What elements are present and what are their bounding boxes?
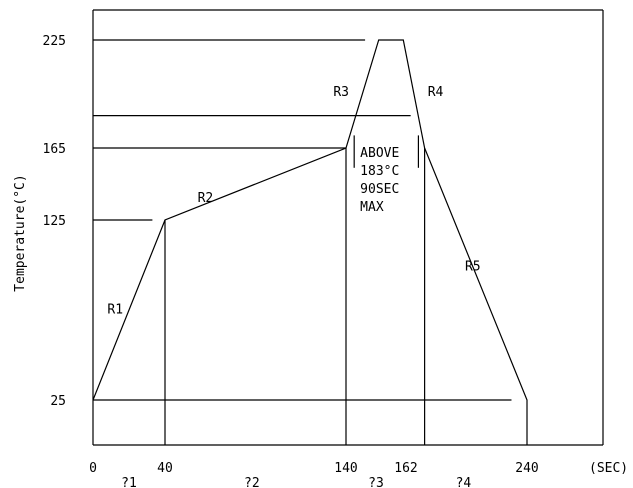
guides-layer	[93, 39, 512, 445]
annotation-line: ABOVE	[360, 146, 399, 161]
x-tick-label: 240	[515, 461, 538, 476]
y-tick-label: 25	[50, 394, 66, 409]
x-unit-label: (SEC)	[589, 461, 628, 476]
y-tick-label: 225	[43, 34, 66, 49]
zone-label: ?1	[121, 476, 137, 488]
axes-layer	[92, 9, 604, 446]
segment-label: R1	[107, 303, 123, 318]
zone-label: ?2	[244, 476, 260, 488]
annotation-line: 90SEC	[360, 182, 399, 197]
temperature-profile-line	[92, 39, 528, 445]
x-tick-label: 140	[334, 461, 357, 476]
above-183-annotation: ABOVE 183°C 90SEC MAX	[360, 146, 399, 215]
series-layer	[92, 39, 528, 445]
x-tick-label: 162	[394, 461, 417, 476]
annotation-line: MAX	[360, 200, 384, 215]
y-tick-label: 165	[43, 142, 66, 157]
segment-label: R3	[333, 85, 349, 100]
labels-layer: 25 125 165 225 0 40 140 162 240 ?1 ?2 ?3 ?4 R1 R2 R3 R4 R…	[43, 34, 539, 488]
zone-label: ?3	[368, 476, 384, 488]
y-tick-label: 125	[43, 214, 66, 229]
y-axis-title: Temperature(°C)	[13, 174, 28, 291]
zone-label: ?4	[456, 476, 472, 488]
x-tick-label: 0	[89, 461, 97, 476]
segment-label: R5	[465, 259, 481, 274]
segment-label: R2	[198, 191, 214, 206]
annotation-line: 183°C	[360, 164, 399, 179]
x-tick-label: 40	[157, 461, 173, 476]
segment-label: R4	[428, 85, 444, 100]
